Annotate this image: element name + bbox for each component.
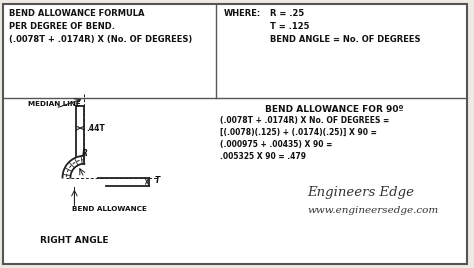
Text: R: R	[82, 149, 88, 158]
Text: [(.0078)(.125) + (.0174)(.25)] X 90 =: [(.0078)(.125) + (.0174)(.25)] X 90 =	[220, 128, 377, 137]
Text: WHERE:: WHERE:	[224, 9, 262, 18]
Text: BEND ALLOWANCE FORMULA
PER DEGREE OF BEND.
(.0078T + .0174R) X (No. OF DEGREES): BEND ALLOWANCE FORMULA PER DEGREE OF BEN…	[9, 9, 192, 44]
Text: RIGHT ANGLE: RIGHT ANGLE	[40, 236, 109, 245]
FancyBboxPatch shape	[3, 4, 467, 264]
Text: (.0078T + .0174R) X No. OF DEGREES =: (.0078T + .0174R) X No. OF DEGREES =	[220, 116, 390, 125]
Text: BEND ALLOWANCE: BEND ALLOWANCE	[73, 206, 147, 213]
Text: T: T	[155, 176, 160, 185]
Text: .44T: .44T	[86, 124, 105, 133]
Text: MEDIAN LINE: MEDIAN LINE	[28, 101, 81, 107]
Text: Engineers Edge: Engineers Edge	[308, 187, 415, 199]
Text: BEND ALLOWANCE FOR 90º: BEND ALLOWANCE FOR 90º	[265, 105, 403, 114]
Text: R = .25
T = .125
BEND ANGLE = No. OF DEGREES: R = .25 T = .125 BEND ANGLE = No. OF DEG…	[270, 9, 420, 44]
Text: www.engineersedge.com: www.engineersedge.com	[308, 206, 439, 215]
Text: (.000975 + .00435) X 90 =: (.000975 + .00435) X 90 =	[220, 140, 333, 149]
Text: .005325 X 90 = .479: .005325 X 90 = .479	[220, 152, 306, 161]
